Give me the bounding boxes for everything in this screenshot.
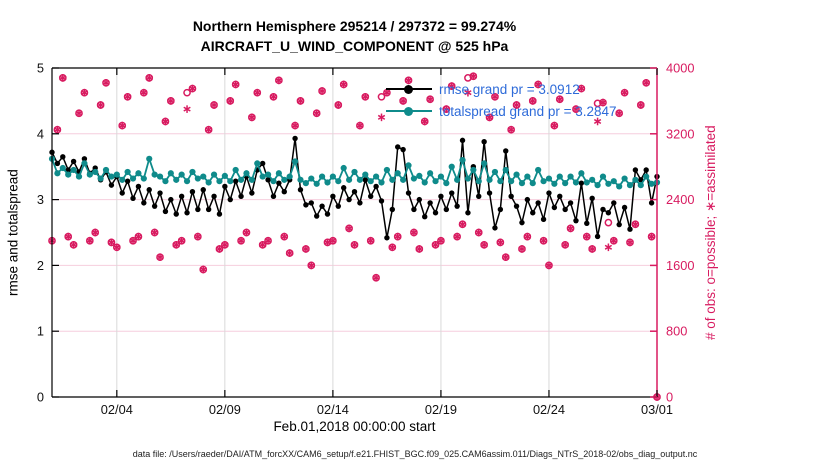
legend-entry-totalspread: totalspread grand pr = 3.2847 <box>386 100 617 122</box>
legend-entry-rmse: rmse grand pr = 3.0912 <box>386 78 617 100</box>
left-axis-label: rmse and totalspread <box>5 169 21 296</box>
legend-label-rmse: rmse grand pr = 3.0912 <box>439 81 580 97</box>
svg-text:02/14: 02/14 <box>317 402 349 417</box>
svg-text:0: 0 <box>666 390 673 405</box>
svg-text:02/04: 02/04 <box>101 402 133 417</box>
legend-label-totalspread: totalspread grand pr = 3.2847 <box>439 103 617 119</box>
svg-text:3: 3 <box>37 192 44 207</box>
rmse-line-sample-icon <box>386 83 432 95</box>
right-axis-label: # of obs: o=possible; ∗=assimilated <box>703 125 718 340</box>
plot-title: Northern Hemisphere 295214 / 297372 = 99… <box>52 16 657 56</box>
svg-text:3200: 3200 <box>666 126 694 141</box>
svg-text:4000: 4000 <box>666 61 694 76</box>
svg-text:1: 1 <box>37 324 44 339</box>
title-line1: Northern Hemisphere 295214 / 297372 = 99… <box>192 18 517 34</box>
svg-text:2: 2 <box>37 258 44 273</box>
svg-text:02/19: 02/19 <box>425 402 457 417</box>
totalspread-marker-icon <box>404 106 413 116</box>
svg-text:2400: 2400 <box>666 192 694 207</box>
svg-text:02/09: 02/09 <box>209 402 241 417</box>
svg-text:03/01: 03/01 <box>641 402 673 417</box>
svg-text:4: 4 <box>37 126 44 141</box>
x-axis-label: Feb.01,2018 00:00:00 start <box>273 419 436 434</box>
totalspread-line-sample-icon <box>386 105 432 117</box>
svg-text:02/24: 02/24 <box>533 402 565 417</box>
legend: rmse grand pr = 3.0912 totalspread grand… <box>386 78 617 122</box>
svg-text:1600: 1600 <box>666 258 694 273</box>
title-line2: AIRCRAFT_U_WIND_COMPONENT @ 525 hPa <box>200 38 509 54</box>
rmse-marker-icon <box>404 84 413 94</box>
svg-text:5: 5 <box>37 61 44 76</box>
svg-text:0: 0 <box>37 390 44 405</box>
data-file-path: data file: /Users/raeder/DAI/ATM_forcXX/… <box>132 449 698 459</box>
svg-text:800: 800 <box>666 324 687 339</box>
